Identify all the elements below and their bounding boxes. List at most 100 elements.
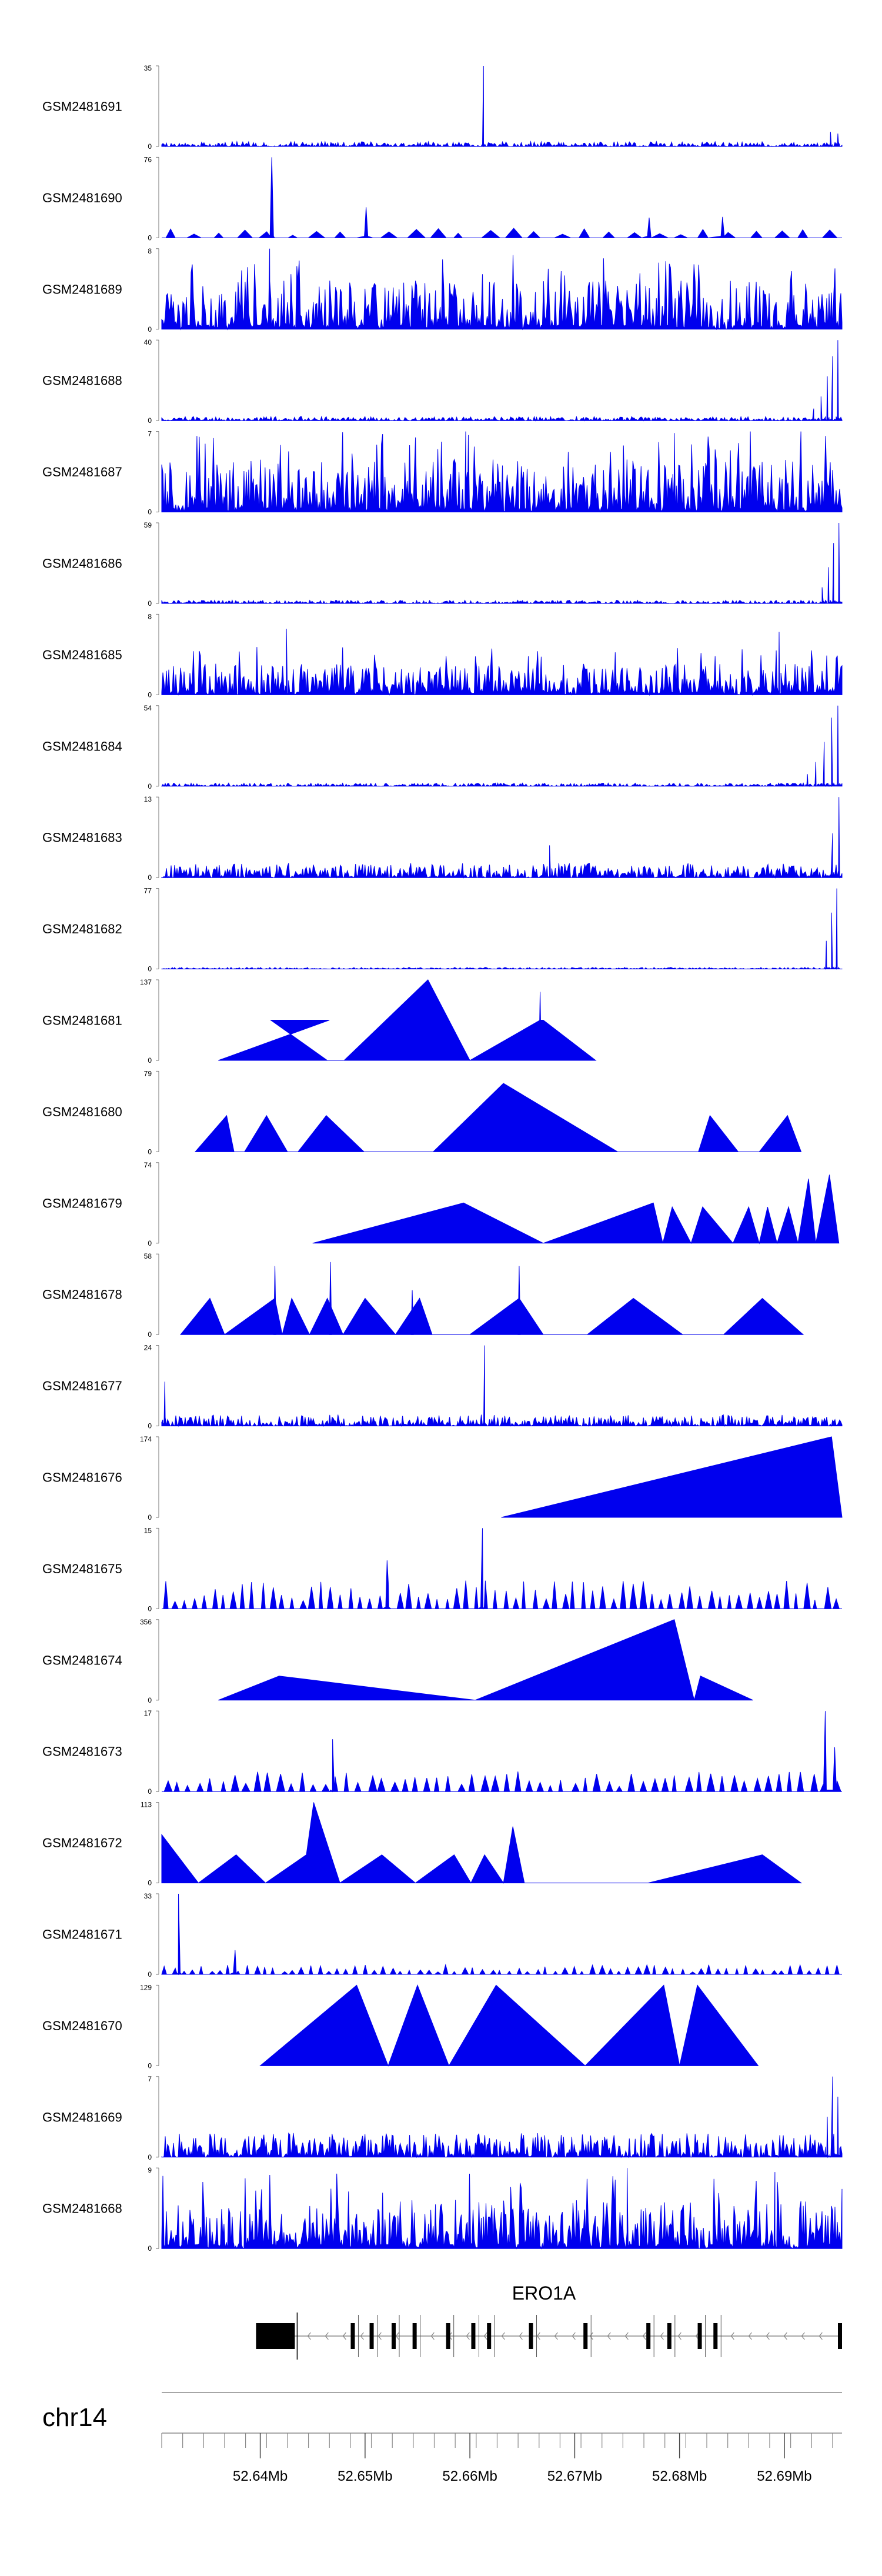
- chromosome-label: chr14: [42, 2403, 107, 2432]
- strand-arrow: [818, 2332, 823, 2340]
- track-label: GSM2481674: [42, 1653, 122, 1667]
- track-GSM2481686: GSM2481686 59 0: [42, 521, 843, 608]
- track-label: GSM2481682: [42, 922, 122, 936]
- coverage-area: [161, 1345, 843, 1427]
- track-ymax-label: 74: [144, 1161, 152, 1169]
- gene-exon: [583, 2323, 588, 2349]
- strand-arrow: [307, 2332, 311, 2340]
- track-ymin-label: 0: [148, 1239, 152, 1247]
- coverage-area: [161, 522, 843, 605]
- track-ymin-label: 0: [148, 599, 152, 608]
- track-GSM2481684: GSM2481684 54 0: [42, 704, 843, 790]
- track-ymin-label: 0: [148, 690, 152, 699]
- axis-tick-label: 52.67Mb: [547, 2468, 602, 2484]
- gene-exon: [713, 2323, 718, 2349]
- axis-tick-label: 52.65Mb: [338, 2468, 392, 2484]
- track-ymax-label: 8: [148, 247, 152, 255]
- coverage-area: [161, 248, 843, 331]
- track-ymin-label: 0: [148, 873, 152, 882]
- track-ymax-label: 77: [144, 887, 152, 895]
- track-label: GSM2481675: [42, 1561, 122, 1576]
- track-ymin-label: 0: [148, 508, 152, 516]
- track-ymin-label: 0: [148, 1330, 152, 1339]
- strand-arrow: [607, 2332, 611, 2340]
- track-GSM2481674: GSM2481674 356 0: [42, 1618, 753, 1704]
- coverage-spike: [539, 992, 542, 1061]
- track-GSM2481685: GSM2481685 8 0: [42, 612, 843, 699]
- track-GSM2481675: GSM2481675 15 0: [42, 1526, 842, 1613]
- track-ymax-label: 137: [140, 978, 152, 986]
- coverage-area: [194, 1083, 802, 1152]
- track-ymin-label: 0: [148, 1787, 152, 1796]
- track-GSM2481689: GSM2481689 8 0: [42, 247, 843, 333]
- track-label: GSM2481678: [42, 1287, 122, 1302]
- track-GSM2481678: GSM2481678 58 0: [42, 1252, 804, 1339]
- track-ymin-label: 0: [148, 1696, 152, 1704]
- strand-arrow: [377, 2332, 382, 2340]
- gene-label: ERO1A: [512, 2283, 576, 2304]
- track-label: GSM2481691: [42, 99, 122, 114]
- track-ymax-label: 59: [144, 521, 152, 529]
- track-ymax-label: 7: [148, 430, 152, 438]
- track-ymax-label: 24: [144, 1344, 152, 1352]
- gene-exon: [350, 2323, 355, 2349]
- strand-arrow: [325, 2332, 329, 2340]
- strand-arrow: [483, 2332, 487, 2340]
- track-GSM2481673: GSM2481673 17 0: [42, 1709, 842, 1796]
- track-label: GSM2481676: [42, 1470, 122, 1485]
- coverage-area: [161, 797, 843, 879]
- strand-arrow: [589, 2332, 593, 2340]
- coverage-area: [259, 1984, 759, 2067]
- coverage-area: [162, 1711, 842, 1793]
- track-label: GSM2481671: [42, 1927, 122, 1942]
- gene-exon: [487, 2323, 492, 2349]
- track-ymax-label: 58: [144, 1252, 152, 1260]
- coverage-area: [162, 157, 842, 239]
- track-GSM2481687: GSM2481687 7 0: [42, 430, 843, 516]
- track-ymax-label: 54: [144, 704, 152, 712]
- strand-arrow: [748, 2332, 752, 2340]
- track-ymax-label: 79: [144, 1069, 152, 1077]
- track-ymax-label: 15: [144, 1526, 152, 1534]
- track-label: GSM2481677: [42, 1379, 122, 1393]
- track-ymax-label: 7: [148, 2075, 152, 2083]
- gene-exon: [412, 2323, 417, 2349]
- strand-arrow: [554, 2332, 558, 2340]
- coverage-spike: [329, 1262, 332, 1335]
- track-ymax-label: 17: [144, 1709, 152, 1717]
- strand-arrow: [519, 2332, 523, 2340]
- gene-exon: [529, 2323, 533, 2349]
- track-GSM2481679: GSM2481679 74 0: [42, 1161, 840, 1247]
- strand-arrow: [360, 2332, 364, 2340]
- track-label: GSM2481685: [42, 648, 122, 662]
- track-ymax-label: 35: [144, 64, 152, 72]
- coverage-area: [161, 888, 843, 970]
- track-ymin-label: 0: [148, 1970, 152, 1978]
- track-label: GSM2481670: [42, 2018, 122, 2033]
- coverage-area: [161, 1802, 803, 1884]
- gene-exon: [391, 2323, 396, 2349]
- track-ymax-label: 129: [140, 1983, 152, 1991]
- track-ymin-label: 0: [148, 965, 152, 973]
- track-ymin-label: 0: [148, 1147, 152, 1156]
- gene-exon: [838, 2323, 842, 2349]
- strand-arrow: [766, 2332, 770, 2340]
- track-GSM2481690: GSM2481690 76 0: [42, 155, 842, 242]
- gene-exon: [471, 2323, 476, 2349]
- strand-arrow: [536, 2332, 540, 2340]
- track-ymax-label: 356: [140, 1618, 152, 1626]
- track-GSM2481677: GSM2481677 24 0: [42, 1344, 843, 1430]
- track-label: GSM2481686: [42, 556, 122, 571]
- track-ymin-label: 0: [148, 142, 152, 151]
- track-label: GSM2481683: [42, 830, 122, 845]
- track-label: GSM2481672: [42, 1836, 122, 1850]
- gene-model: ERO1A: [256, 2283, 842, 2360]
- track-ymax-label: 33: [144, 1892, 152, 1900]
- strand-arrow: [660, 2332, 664, 2340]
- track-label: GSM2481668: [42, 2201, 122, 2216]
- track-label: GSM2481679: [42, 1196, 122, 1210]
- track-ymin-label: 0: [148, 1879, 152, 1887]
- strand-arrow: [430, 2332, 435, 2340]
- strand-arrow: [572, 2332, 576, 2340]
- track-GSM2481669: GSM2481669 7 0: [42, 2075, 843, 2161]
